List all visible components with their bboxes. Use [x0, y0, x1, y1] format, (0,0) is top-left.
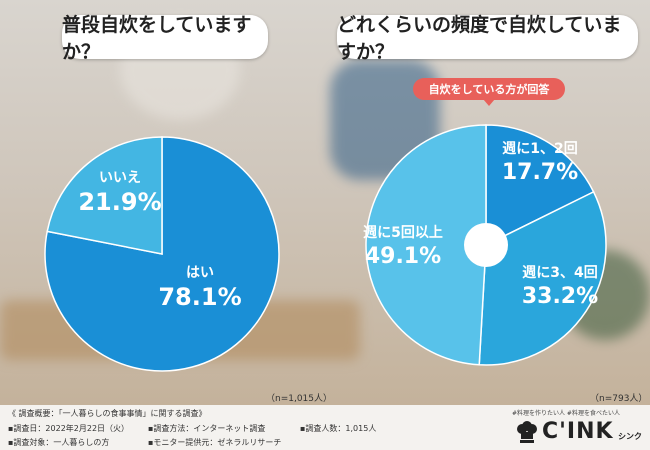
brand-name: C'INK — [542, 419, 614, 444]
chef-hat-icon — [517, 421, 537, 443]
right-sample-size: （n=793人） — [590, 394, 648, 404]
pie-slice-1 — [478, 190, 607, 366]
respondent-tag: 自炊をしている方が回答 — [413, 78, 565, 106]
left-chart-title: 普段自炊をしていますか？ — [62, 14, 268, 63]
slice-label-0: 週に1、2回 — [502, 141, 577, 157]
pie-hole — [464, 223, 508, 267]
pie-slice-1 — [46, 136, 163, 255]
survey-target: ▪調査対象：一人暮らしの方 — [8, 438, 110, 447]
pie-left: はい 78.1% いいえ 21.9% — [44, 136, 280, 372]
slice-value-1: 21.9% — [78, 188, 161, 216]
survey-heading: 《 調査概要：「一人暮らしの食事事情」に関する調査》 — [8, 409, 207, 418]
slice-label-0: はい — [186, 265, 214, 281]
slice-value-0: 17.7% — [502, 160, 578, 185]
footer: 《 調査概要：「一人暮らしの食事事情」に関する調査》 ▪調査日：2022年2月2… — [0, 405, 650, 450]
brand-sub: シンク — [618, 432, 642, 441]
survey-provider: ▪モニター提供元：ゼネラルリサーチ — [148, 438, 282, 447]
brand-logo: #料理を作りたい人 #料理を食べたい人 C'INK シンク — [510, 404, 650, 450]
survey-date: ▪調査日：2022年2月22日（火） — [8, 424, 130, 433]
survey-count: ▪調査人数：1,015人 — [300, 424, 377, 433]
pie-slice-2 — [365, 124, 487, 366]
left-sample-size: （n=1,015人） — [266, 394, 333, 404]
slice-label-1: いいえ — [99, 170, 141, 186]
slice-value-2: 49.1% — [365, 244, 441, 269]
brand-tagline: #料理を作りたい人 #料理を食べたい人 — [512, 410, 620, 417]
pie-right: 週に1、2回 17.7% 週に3、4回 33.2% 週に5回以上 49.1% — [363, 124, 607, 366]
slice-label-2: 週に5回以上 — [363, 225, 443, 241]
survey-method: ▪調査方法：インターネット調査 — [148, 424, 266, 433]
right-chart-title: どれくらいの頻度で自炊していますか？ — [337, 14, 638, 63]
slice-value-0: 78.1% — [158, 283, 241, 311]
slice-label-1: 週に3、4回 — [522, 265, 597, 281]
slice-value-1: 33.2% — [522, 284, 598, 309]
pie-slice-0 — [485, 124, 595, 247]
